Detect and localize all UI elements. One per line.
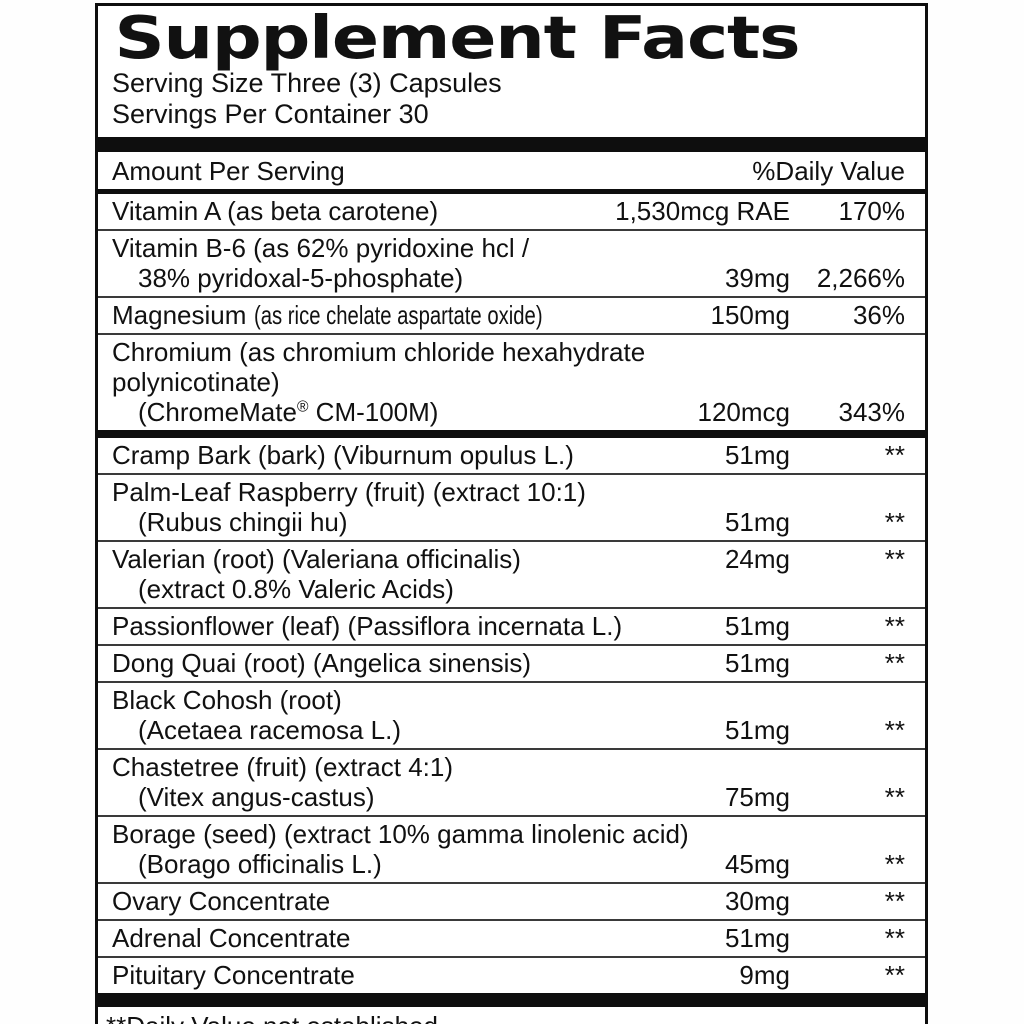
nutrient-amount: 150mg [710, 300, 791, 330]
serving-size: Serving Size Three (3) Capsules [112, 68, 502, 98]
servings-per-container: Servings Per Container 30 [112, 99, 429, 129]
botanical-row-passionflower: Passionflower (leaf) (Passiflora incerna… [98, 607, 925, 644]
nutrient-daily-value: 2,266% [816, 263, 905, 293]
botanical-row-ovary-concentrate: Ovary Concentrate 30mg ** [98, 882, 925, 919]
nutrient-amount: 1,530mcg RAE [615, 196, 790, 226]
nutrient-row-magnesium: Magnesium (as rice chelate aspartate oxi… [98, 296, 925, 333]
ingredient-amount: 45mg [724, 849, 790, 879]
column-header-amount: Amount Per Serving [112, 156, 345, 186]
ingredient-daily-value: ** [884, 886, 905, 916]
ingredient-name: Adrenal Concentrate [112, 923, 351, 953]
thick-divider-top [98, 137, 925, 152]
ingredient-name-continued: (Rubus chingii hu) [138, 507, 348, 537]
nutrient-name: Vitamin B-6 (as 62% pyridoxine hcl / [112, 233, 530, 263]
botanical-row-palm-leaf-raspberry: Palm-Leaf Raspberry (fruit) (extract 10:… [98, 473, 925, 540]
ingredient-name: Pituitary Concentrate [112, 960, 355, 990]
ingredient-daily-value: ** [884, 611, 905, 641]
ingredient-amount: 51mg [724, 507, 790, 537]
botanical-row-cramp-bark: Cramp Bark (bark) (Viburnum opulus L.) 5… [98, 438, 925, 473]
ingredient-daily-value: ** [884, 507, 905, 537]
nutrient-row-vitamin-b6: Vitamin B-6 (as 62% pyridoxine hcl / 38%… [98, 229, 925, 296]
daily-value-footnote: **Daily Value not established. [98, 1007, 925, 1024]
ingredient-amount: 30mg [724, 886, 790, 916]
ingredient-daily-value: ** [884, 715, 905, 745]
thick-divider-middle [98, 430, 925, 438]
nutrient-row-chromium: Chromium (as chromium chloride hexahydra… [98, 333, 925, 430]
ingredient-daily-value: ** [884, 960, 905, 990]
ingredient-name: Valerian (root) (Valeriana officinalis) [112, 544, 521, 574]
nutrient-rows: Vitamin A (as beta carotene) 1,530mcg RA… [98, 194, 925, 430]
nutrient-daily-value: 170% [838, 196, 906, 226]
thick-divider-bottom [98, 993, 925, 1007]
nutrient-name: Chromium (as chromium chloride hexahydra… [112, 337, 646, 397]
panel-title: Supplement Facts [114, 3, 801, 72]
botanical-row-pituitary-concentrate: Pituitary Concentrate 9mg ** [98, 956, 925, 993]
ingredient-name-continued: (extract 0.8% Valeric Acids) [138, 574, 454, 604]
ingredient-daily-value: ** [884, 648, 905, 678]
ingredient-amount: 51mg [724, 611, 790, 641]
ingredient-name: Chastetree (fruit) (extract 4:1) [112, 752, 453, 782]
nutrient-daily-value: 343% [838, 397, 906, 427]
ingredient-name-continued: (Vitex angus-castus) [138, 782, 375, 812]
nutrient-name-continued: 38% pyridoxal-5-phosphate) [138, 263, 464, 293]
ingredient-daily-value: ** [884, 923, 905, 953]
ingredient-name: Borage (seed) (extract 10% gamma linolen… [112, 819, 689, 849]
botanical-row-valerian: Valerian (root) (Valeriana officinalis) … [98, 540, 925, 607]
ingredient-daily-value: ** [884, 440, 905, 470]
ingredient-amount: 51mg [724, 648, 790, 678]
ingredient-amount: 75mg [724, 782, 790, 812]
nutrient-name: Magnesium [112, 300, 254, 330]
supplement-facts-panel: Supplement Facts Serving Size Three (3) … [95, 3, 928, 1024]
ingredient-amount: 51mg [724, 715, 790, 745]
registered-mark: ® [296, 398, 309, 416]
nutrient-row-vitamin-a: Vitamin A (as beta carotene) 1,530mcg RA… [98, 194, 925, 229]
botanical-row-black-cohosh: Black Cohosh (root) (Acetaea racemosa L.… [98, 681, 925, 748]
ingredient-daily-value: ** [884, 544, 905, 574]
nutrient-name-detail: (as rice chelate aspartate oxide) [253, 300, 543, 330]
ingredient-name-continued: (Borago officinalis L.) [138, 849, 382, 879]
ingredient-amount: 9mg [739, 960, 790, 990]
ingredient-name: Cramp Bark (bark) (Viburnum opulus L.) [112, 440, 574, 470]
botanical-row-borage: Borage (seed) (extract 10% gamma linolen… [98, 815, 925, 882]
botanical-row-chastetree: Chastetree (fruit) (extract 4:1) (Vitex … [98, 748, 925, 815]
ingredient-amount: 24mg [724, 544, 790, 574]
ingredient-name: Dong Quai (root) (Angelica sinensis) [112, 648, 532, 678]
ingredient-name: Passionflower (leaf) (Passiflora incerna… [112, 611, 623, 641]
botanical-row-dong-quai: Dong Quai (root) (Angelica sinensis) 51m… [98, 644, 925, 681]
botanical-row-adrenal-concentrate: Adrenal Concentrate 51mg ** [98, 919, 925, 956]
ingredient-name-continued: (Acetaea racemosa L.) [138, 715, 402, 745]
ingredient-amount: 51mg [724, 440, 790, 470]
column-header-row: Amount Per Serving %Daily Value [98, 152, 925, 194]
column-header-daily-value: %Daily Value [752, 156, 905, 186]
ingredient-name: Black Cohosh (root) [112, 685, 342, 715]
nutrient-daily-value: 36% [852, 300, 905, 330]
ingredient-daily-value: ** [884, 849, 905, 879]
nutrient-name-continued: (ChromeMate® CM-100M) [138, 397, 439, 427]
nutrient-name: Vitamin A (as beta carotene) [112, 196, 439, 226]
ingredient-daily-value: ** [884, 782, 905, 812]
ingredient-name: Ovary Concentrate [112, 886, 331, 916]
ingredient-amount: 51mg [724, 923, 790, 953]
botanical-rows: Cramp Bark (bark) (Viburnum opulus L.) 5… [98, 438, 925, 993]
nutrient-amount: 120mcg [697, 397, 791, 427]
ingredient-name: Palm-Leaf Raspberry (fruit) (extract 10:… [112, 477, 586, 507]
nutrient-amount: 39mg [724, 263, 790, 293]
